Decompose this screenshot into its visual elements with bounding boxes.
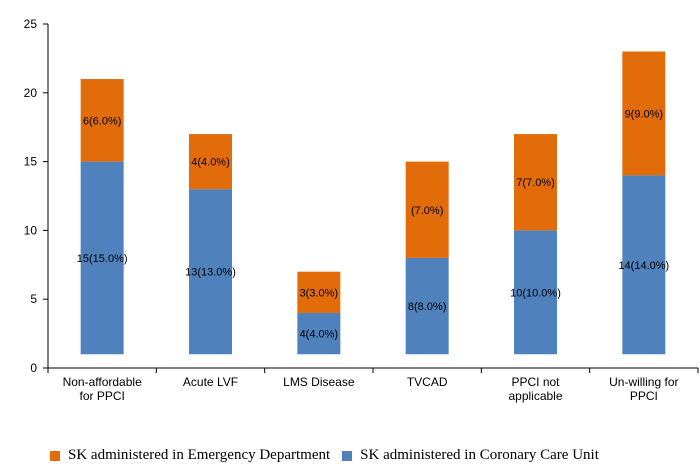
data-labels: 15(15.0%) 6(6.0%) 13(13.0%) 4(4.0%) 4(4.0%) 3… <box>77 108 669 340</box>
bar-segment-ccu <box>189 189 232 355</box>
data-label: 10(10.0%) <box>510 287 561 299</box>
legend-item-emergency: SK administered in Emergency Department <box>50 447 330 464</box>
data-label: 13(13.0%) <box>185 267 236 279</box>
data-label: 3(3.0%) <box>300 287 339 299</box>
data-label: 4(4.0%) <box>191 157 230 169</box>
x-tick-label: for PPCI <box>79 389 124 403</box>
x-tick-label: PPCI <box>630 389 658 403</box>
data-label: 14(14.0%) <box>618 260 669 272</box>
bar-segment-emergency <box>189 134 232 190</box>
x-tick-label: TVCAD <box>407 375 448 389</box>
bar-segment-emergency <box>297 271 341 313</box>
data-label: 6(6.0%) <box>83 115 122 127</box>
legend-item-ccu: SK administered in Coronary Care Unit <box>342 447 599 464</box>
y-tick-label: 25 <box>24 17 38 31</box>
x-tick-label: LMS Disease <box>283 375 355 389</box>
bar-segment-emergency <box>514 134 557 231</box>
x-tick-label: PPCI not <box>511 375 560 389</box>
data-label: 15(15.0%) <box>77 253 128 265</box>
x-tick-label: Acute LVF <box>183 375 238 389</box>
legend-swatch-ccu <box>342 450 353 461</box>
data-label: 8(8.0%) <box>408 301 447 313</box>
x-tick-label: applicable <box>508 389 562 403</box>
bar-segment-ccu <box>297 312 341 355</box>
data-label: 4(4.0%) <box>300 329 339 341</box>
data-label: 7(7.0%) <box>516 177 555 189</box>
bars <box>80 51 666 355</box>
y-tick-label: 5 <box>30 292 37 306</box>
y-tick-label: 0 <box>30 361 37 375</box>
x-tick-label: Un-willing for <box>609 375 678 389</box>
bar-segment-ccu <box>405 257 449 355</box>
data-label: 9(9.0%) <box>625 108 664 120</box>
y-tick-label: 20 <box>24 86 38 100</box>
legend-swatch-emergency <box>50 450 60 461</box>
bar-segment-ccu <box>80 161 124 355</box>
bar-segment-ccu <box>622 175 666 355</box>
data-label: (7.0%) <box>411 205 443 217</box>
bar-segment-emergency <box>622 51 666 176</box>
y-tick-label: 15 <box>24 155 38 169</box>
legend: SK administered in Emergency Department … <box>50 447 611 464</box>
bar-segment-ccu <box>514 230 557 355</box>
bar-segment-emergency <box>80 79 124 162</box>
legend-label-emergency: SK administered in Emergency Department <box>68 447 331 463</box>
x-tick-label: Non-affordable <box>63 375 142 389</box>
legend-label-ccu: SK administered in Coronary Care Unit <box>360 447 599 463</box>
bar-segment-emergency <box>405 161 449 258</box>
y-tick-label: 10 <box>24 223 38 237</box>
